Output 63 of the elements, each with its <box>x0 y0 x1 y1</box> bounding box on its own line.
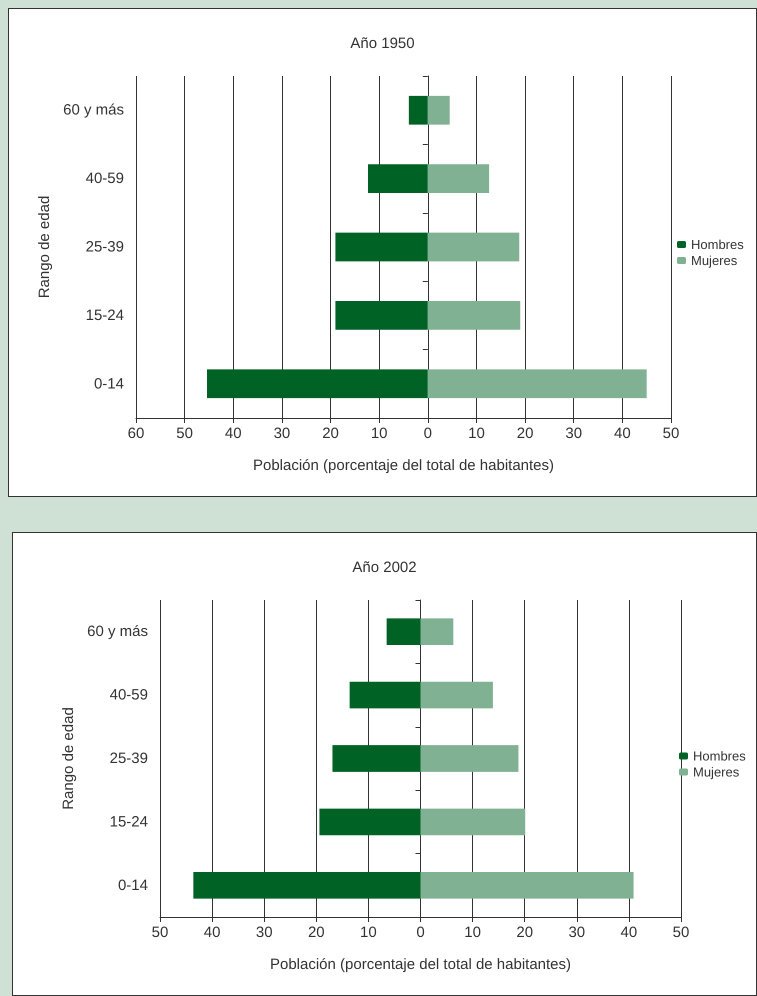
x-tick-label: 10 <box>360 924 377 941</box>
chart-title: Año 1950 <box>350 35 415 52</box>
legend-label: Mujeres <box>693 764 740 780</box>
y-axis-title: Rango de edad <box>36 196 54 298</box>
x-tick-label: 0 <box>424 425 432 442</box>
x-tick-label: 30 <box>274 425 290 442</box>
y-tick-label: 0-14 <box>94 375 124 392</box>
x-tick-label: 30 <box>568 924 586 941</box>
x-axis-title: Población (porcentaje del total de habitantes) <box>270 956 572 973</box>
bar <box>428 369 647 398</box>
bar <box>386 618 420 646</box>
y-tick-label: 25-39 <box>86 238 124 256</box>
bar <box>319 808 420 836</box>
x-tick-label: 10 <box>370 425 388 442</box>
x-tick-label: 50 <box>672 924 690 941</box>
y-tick-label: 15-24 <box>110 813 148 830</box>
x-tick-label: 60 <box>128 425 144 442</box>
y-tick-label: 60 y más <box>87 623 148 640</box>
bar <box>350 682 420 708</box>
x-tick-label: 50 <box>152 924 168 941</box>
bar <box>420 618 454 646</box>
x-tick-label: 0 <box>416 924 425 941</box>
x-tick-label: 30 <box>256 924 273 941</box>
bar <box>428 164 490 193</box>
y-tick-label: 40-59 <box>110 686 148 704</box>
bar <box>332 745 420 772</box>
bar <box>335 301 428 330</box>
y-tick-label: 15-24 <box>86 306 124 324</box>
x-tick-label: 20 <box>516 924 534 941</box>
x-tick-label: 10 <box>464 924 481 941</box>
bar <box>420 745 518 772</box>
x-tick-label: 20 <box>308 924 325 941</box>
x-tick-label: 20 <box>516 425 534 442</box>
bar <box>207 369 428 398</box>
x-tick-label: 30 <box>565 425 582 442</box>
x-tick-label: 40 <box>620 924 638 941</box>
y-tick-label: 60 y más <box>63 102 124 119</box>
bar <box>428 96 450 125</box>
bar <box>368 164 428 193</box>
x-tick-label: 40 <box>204 924 220 941</box>
legend-label: Hombres <box>693 748 746 764</box>
x-tick-label: 50 <box>176 425 193 442</box>
bar <box>420 872 634 899</box>
x-tick-label: 40 <box>614 425 631 442</box>
bar <box>193 872 420 899</box>
bar <box>408 96 428 125</box>
x-tick-label: 20 <box>322 425 339 442</box>
x-tick-label: 10 <box>468 425 485 442</box>
legend-label: Mujeres <box>691 253 738 268</box>
x-axis-title: Población (porcentaje del total de habitantes) <box>252 457 554 474</box>
bar <box>420 682 493 708</box>
y-tick-label: 25-39 <box>110 750 148 767</box>
legend-label: Hombres <box>691 237 744 252</box>
y-tick-label: 0-14 <box>118 876 148 894</box>
chart-title: Año 2002 <box>352 559 417 576</box>
bar <box>428 301 520 330</box>
bar <box>428 232 520 262</box>
bar <box>335 232 428 262</box>
x-tick-label: 50 <box>662 425 680 442</box>
bar <box>420 808 526 836</box>
x-tick-label: 40 <box>224 425 242 442</box>
y-tick-label: 40-59 <box>86 170 124 188</box>
y-axis-title: Rango de edad <box>60 707 78 810</box>
